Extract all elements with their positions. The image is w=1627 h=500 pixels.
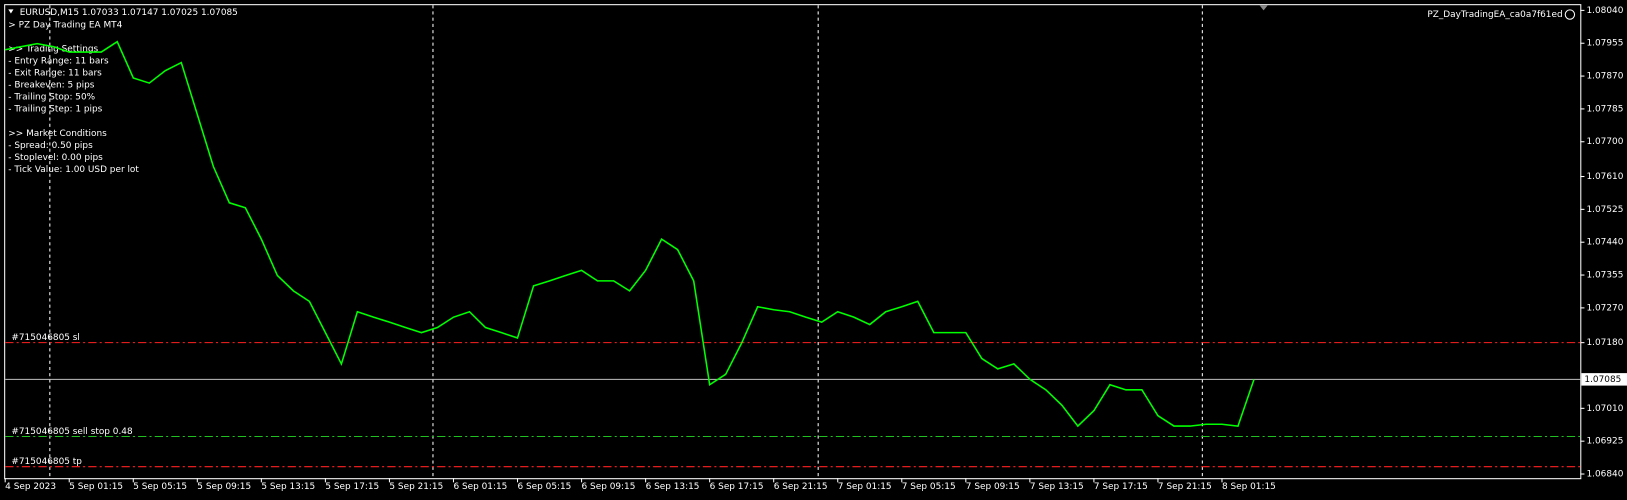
current-price-box — [1581, 373, 1627, 386]
chart-title: EURUSD,M15 1.07033 1.07147 1.07025 1.070… — [20, 8, 238, 18]
x-tick-label: 6 Sep 09:15 — [582, 482, 636, 492]
current-price-label: 1.07085 — [1584, 375, 1621, 385]
x-tick-label: 6 Sep 13:15 — [646, 482, 700, 492]
x-tick-label: 4 Sep 2023 — [5, 482, 56, 492]
menu-arrow[interactable] — [8, 9, 14, 14]
y-tick-label: 1.07270 — [1587, 303, 1624, 313]
y-tick-label: 1.07440 — [1587, 238, 1624, 248]
x-tick-label: 7 Sep 09:15 — [966, 482, 1020, 492]
y-tick-label: 1.07870 — [1587, 72, 1624, 82]
order-label: #715046805 sell stop 0.48 — [11, 427, 133, 437]
x-tick-label: 7 Sep 01:15 — [838, 482, 892, 492]
y-tick-label: 1.07525 — [1587, 205, 1624, 215]
order-label: #715046805 sl — [11, 333, 79, 343]
x-tick-label: 7 Sep 05:15 — [902, 482, 956, 492]
y-tick-label: 1.07010 — [1587, 404, 1624, 414]
y-tick-label: 1.08040 — [1587, 6, 1624, 16]
info-line: - Exit Range: 11 bars — [8, 68, 102, 78]
info-line: - Tick Value: 1.00 USD per lot — [8, 165, 139, 175]
x-tick-label: 8 Sep 01:15 — [1222, 482, 1276, 492]
plot-frame — [4, 4, 1582, 480]
day-separators — [49, 5, 1203, 479]
info-line: - Trailing Stop: 50% — [8, 93, 95, 103]
x-tick-label: 5 Sep 05:15 — [133, 482, 187, 492]
y-tick-label: 1.07355 — [1587, 271, 1624, 281]
y-tick-label: 1.06925 — [1587, 437, 1624, 447]
y-tick-label: 1.07785 — [1587, 104, 1624, 114]
y-tick-label: 1.07610 — [1587, 172, 1624, 182]
y-tick-label: 1.07700 — [1587, 137, 1624, 147]
x-tick-label: 5 Sep 01:15 — [69, 482, 123, 492]
y-tick-label: 1.07180 — [1587, 338, 1624, 348]
info-line: - Trailing Step: 1 pips — [8, 105, 102, 115]
x-tick-label: 5 Sep 13:15 — [261, 482, 315, 492]
x-tick-label: 6 Sep 05:15 — [518, 482, 572, 492]
x-tick-label: 7 Sep 21:15 — [1158, 482, 1212, 492]
info-line: - Breakeven: 5 pips — [8, 81, 94, 91]
shift-marker — [1259, 5, 1268, 11]
expert-name: PZ_DayTradingEA_ca0a7f61ed — [1427, 10, 1562, 20]
info-line: - Stoplevel: 0.00 pips — [8, 153, 103, 163]
info-heading: >> Market Conditions — [8, 129, 107, 139]
x-tick-label: 5 Sep 17:15 — [325, 482, 379, 492]
info-heading: >> Trading Settings — [8, 44, 98, 54]
price-line — [5, 40, 1255, 428]
x-tick-label: 6 Sep 01:15 — [453, 482, 507, 492]
y-tick-label: 1.06840 — [1587, 470, 1624, 480]
x-tick-label: 6 Sep 17:15 — [710, 482, 764, 492]
x-tick-label: 6 Sep 21:15 — [774, 482, 828, 492]
order-label: #715046805 tp — [11, 457, 82, 467]
x-tick-label: 5 Sep 21:15 — [389, 482, 443, 492]
info-title: > PZ Day Trading EA MT4 — [8, 20, 122, 30]
x-tick-label: 5 Sep 09:15 — [197, 482, 251, 492]
info-line: - Spread: 0.50 pips — [8, 141, 93, 151]
x-tick-label: 7 Sep 17:15 — [1094, 482, 1148, 492]
y-tick-label: 1.07955 — [1587, 39, 1624, 49]
x-tick-label: 7 Sep 13:15 — [1030, 482, 1084, 492]
expert-icon[interactable] — [1564, 9, 1576, 20]
info-line: - Entry Range: 11 bars — [8, 56, 109, 66]
